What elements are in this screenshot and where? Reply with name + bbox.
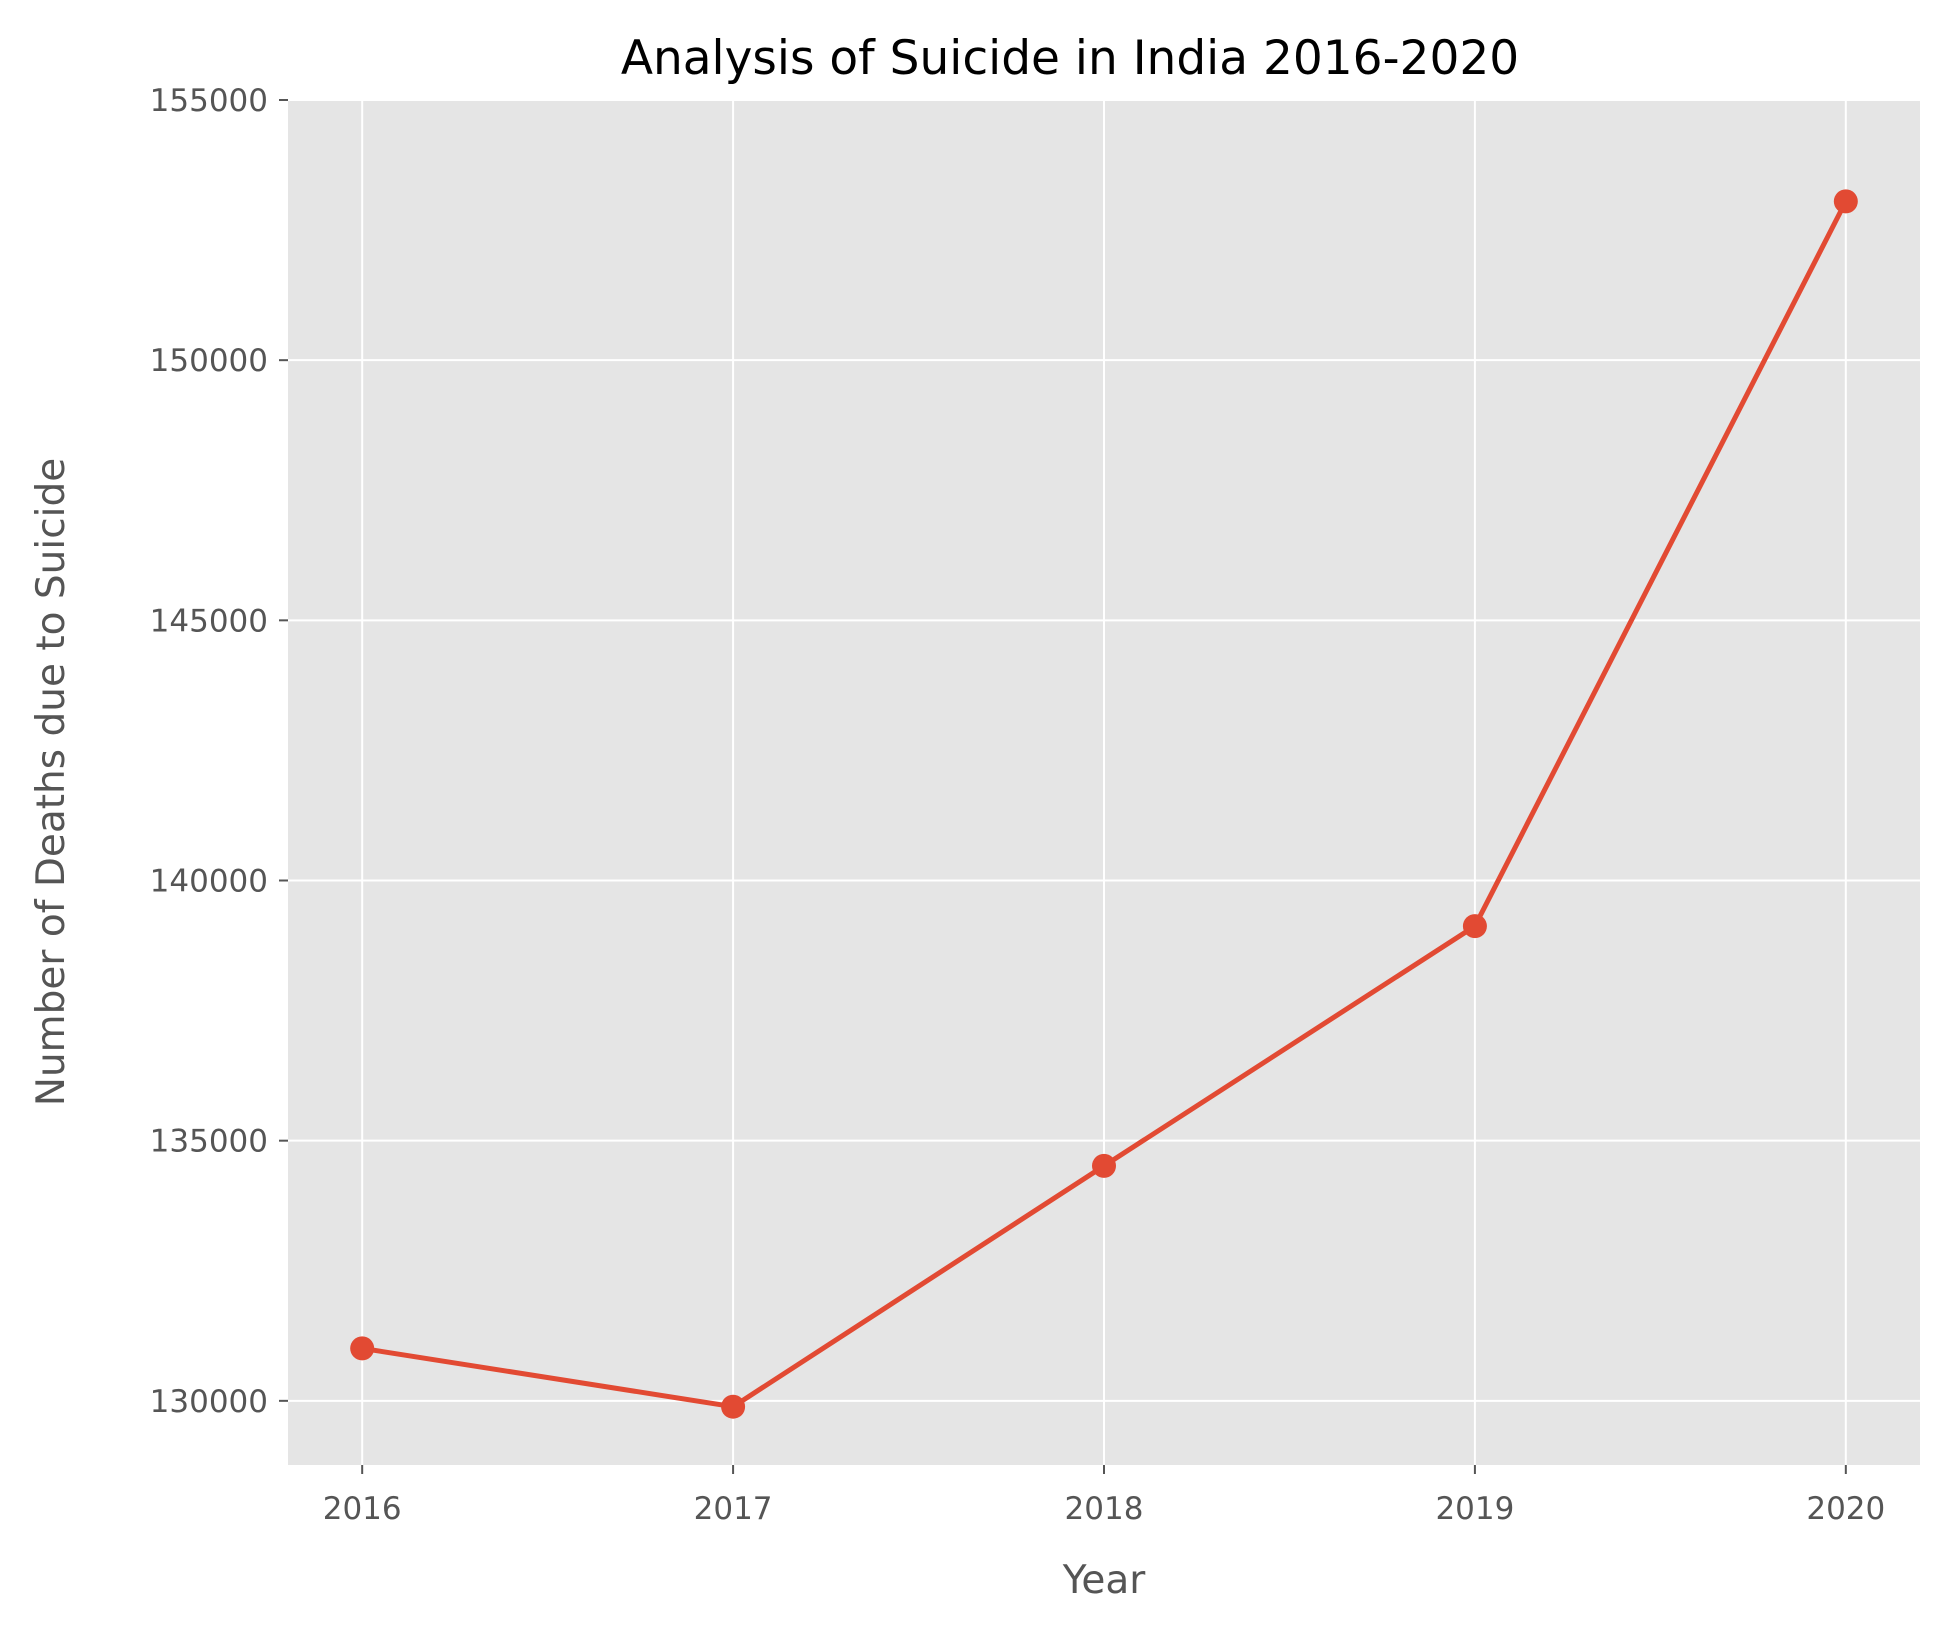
data-point-marker [350, 1336, 375, 1361]
x-tick-label: 2017 [694, 1491, 773, 1527]
x-tick-label: 2020 [1806, 1491, 1885, 1527]
y-tick-label: 145000 [150, 603, 268, 639]
data-point-marker [721, 1394, 746, 1419]
x-tick-label: 2016 [323, 1491, 402, 1527]
x-tick-label: 2018 [1065, 1491, 1144, 1527]
chart-title: Analysis of Suicide in India 2016-2020 [621, 31, 1519, 86]
data-point-marker [1462, 914, 1487, 939]
y-tick-label: 130000 [150, 1384, 268, 1420]
axis-ticks: 2016 2017 2018 2019 2020 130000 135000 140000 14… [150, 83, 1886, 1527]
y-tick-label: 135000 [150, 1124, 268, 1160]
data-series [350, 189, 1858, 1419]
y-tick-label: 155000 [150, 83, 268, 119]
data-point-marker [1833, 189, 1858, 214]
y-tick-label: 150000 [150, 343, 268, 379]
x-tick-label: 2019 [1435, 1491, 1514, 1527]
y-tick-label: 140000 [150, 864, 268, 900]
x-axis-label: Year [1062, 1558, 1147, 1603]
grid-lines [288, 99, 1920, 1465]
y-axis-label: Number of Deaths due to Suicide [29, 458, 74, 1106]
data-point-marker [1092, 1153, 1116, 1178]
